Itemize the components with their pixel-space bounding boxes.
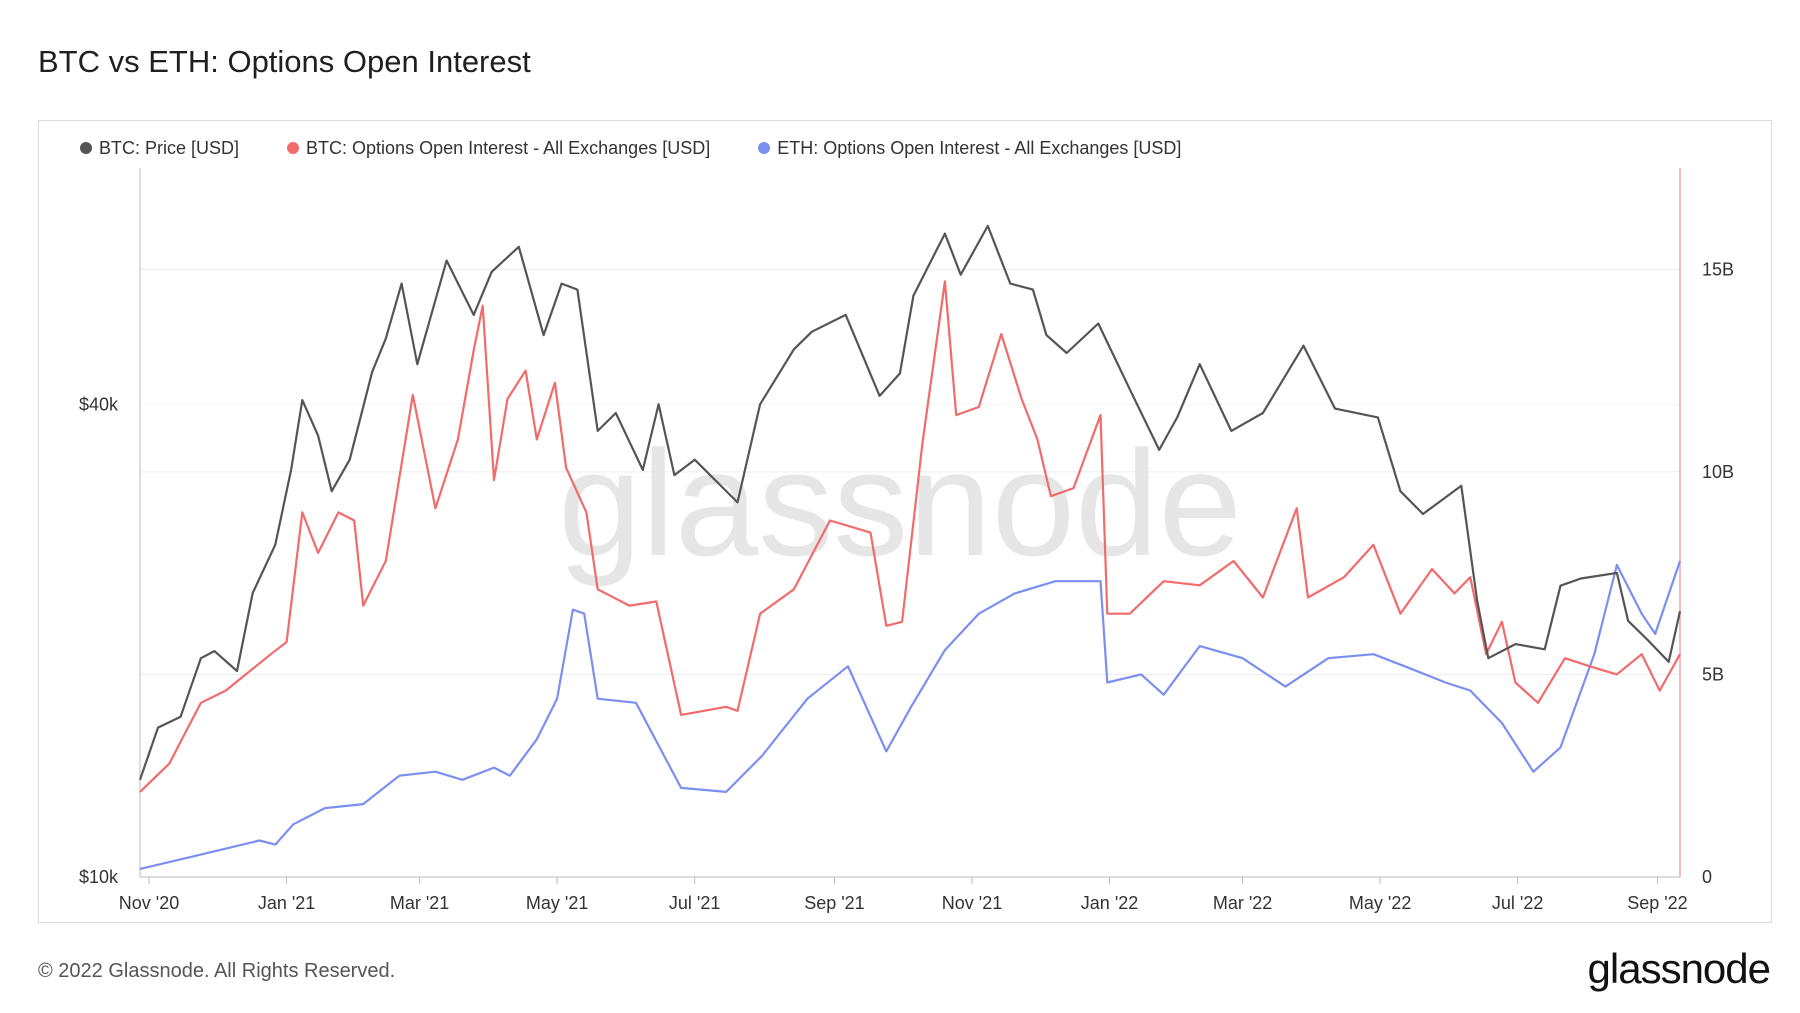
- chart-frame: [38, 120, 1772, 923]
- brand-logo: glassnode: [1587, 945, 1771, 992]
- y-left-tick-label-1: $40k: [79, 394, 119, 414]
- legend-label-btc-options-oi: BTC: Options Open Interest - All Exchang…: [306, 137, 711, 158]
- legend-dot-btc-options-oi: [287, 142, 300, 154]
- series-lines: [138, 224, 1682, 870]
- x-tick-label-5: Sep '21: [804, 893, 865, 913]
- y-right-tick-label-0: 0: [1702, 867, 1712, 887]
- chart-legend: BTC: Price [USD] BTC: Options Open Inter…: [80, 136, 1181, 160]
- series-line-btc-options-oi: [139, 280, 1681, 793]
- series-line-btc-price: [138, 224, 1682, 781]
- y-right-tick-label-2: 10B: [1702, 462, 1734, 482]
- watermark-text: glassnode: [558, 419, 1242, 587]
- legend-dot-btc-price: [80, 142, 92, 154]
- x-tick-label-0: Nov '20: [119, 893, 179, 913]
- x-tick-label-9: May '22: [1349, 893, 1411, 913]
- series-line-eth-options-oi: [139, 560, 1682, 870]
- legend-label-btc-price: BTC: Price [USD]: [99, 137, 240, 158]
- legend-item-btc-options-oi[interactable]: BTC: Options Open Interest - All Exchang…: [287, 136, 710, 160]
- x-tick-label-8: Mar '22: [1213, 893, 1272, 913]
- x-tick-label-6: Nov '21: [942, 893, 1002, 913]
- axes: [139, 168, 1681, 878]
- chart-title: BTC vs ETH: Options Open Interest: [38, 44, 531, 79]
- x-tick-label-7: Jan '22: [1081, 893, 1138, 913]
- x-tick-label-1: Jan '21: [258, 893, 315, 913]
- legend-item-btc-price[interactable]: BTC: Price [USD]: [80, 136, 239, 160]
- legend-item-eth-options-oi[interactable]: ETH: Options Open Interest - All Exchang…: [758, 136, 1181, 160]
- y-right-tick-label-1: 5B: [1702, 664, 1724, 684]
- y-left-tick-label-0: $10k: [79, 867, 119, 887]
- x-tick-label-10: Jul '22: [1492, 893, 1543, 913]
- copyright-footer: © 2022 Glassnode. All Rights Reserved.: [38, 960, 396, 982]
- x-tick-label-11: Sep '22: [1627, 893, 1688, 913]
- legend-dot-eth-options-oi: [758, 142, 771, 154]
- x-tick-label-2: Mar '21: [390, 893, 449, 913]
- legend-label-eth-options-oi: ETH: Options Open Interest - All Exchang…: [777, 137, 1182, 158]
- x-tick-label-3: May '21: [526, 893, 588, 913]
- y-right-tick-label-3: 15B: [1702, 259, 1734, 279]
- tick-labels: Nov '20 Jan '21 Mar '21 May '21 Jul '21 Sep '…: [79, 259, 1734, 913]
- x-tick-label-4: Jul '21: [669, 893, 720, 913]
